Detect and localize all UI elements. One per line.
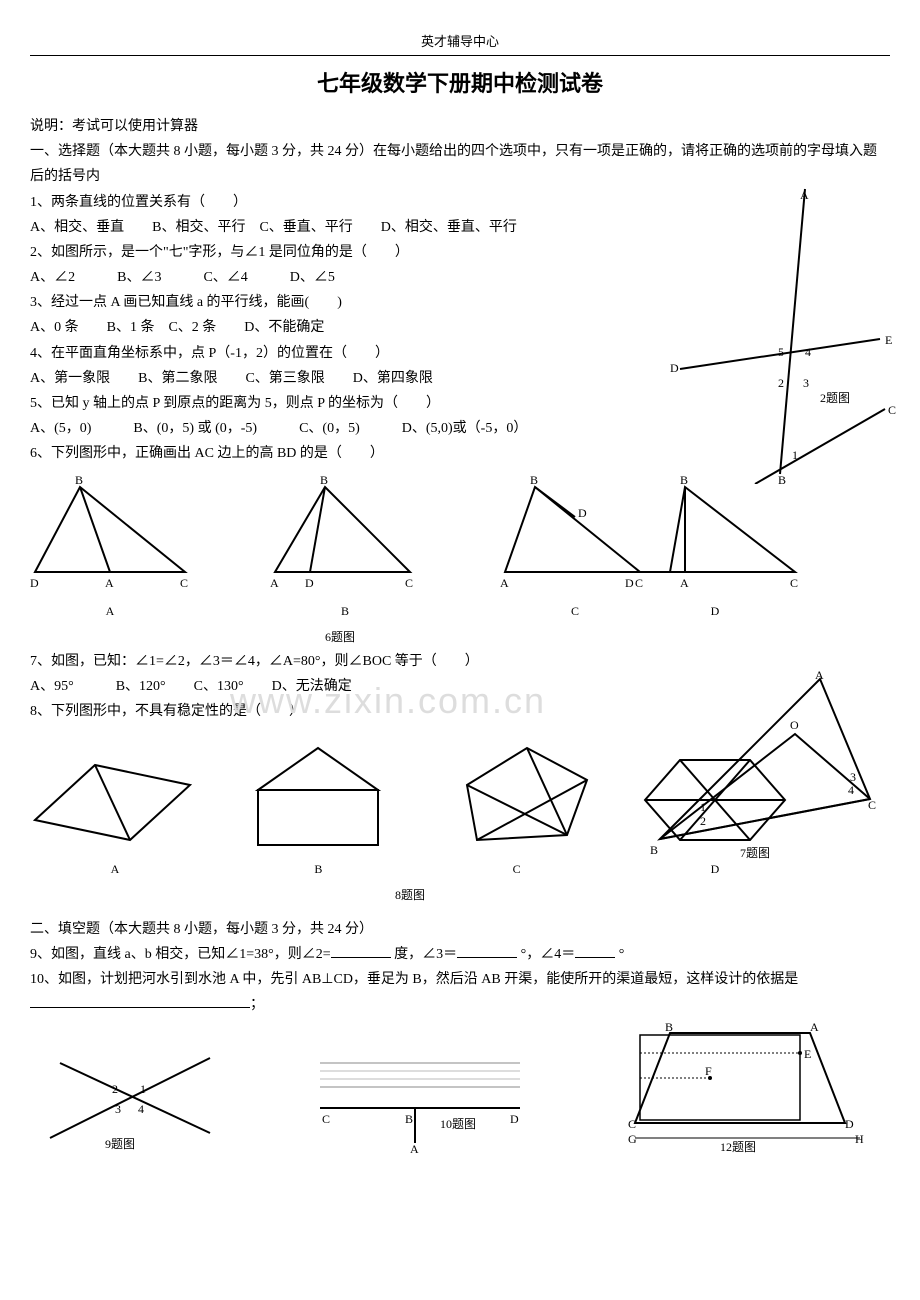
q7: 7、如图，已知：∠1=∠2，∠3＝∠4，∠A=80°，则∠BOC 等于（ ） bbox=[30, 649, 670, 674]
note: 说明：考试可以使用计算器 bbox=[30, 114, 670, 139]
svg-text:1: 1 bbox=[700, 800, 706, 814]
q6-caption: 6题图 bbox=[30, 627, 650, 649]
svg-text:G: G bbox=[628, 1132, 637, 1146]
svg-text:D: D bbox=[30, 576, 39, 590]
blank-q9-2 bbox=[457, 943, 517, 958]
q3: 3、经过一点 A 画已知直线 a 的平行线，能画( ) bbox=[30, 290, 670, 315]
content: www.zixin.com.cn 说明：考试可以使用计算器 一、选择题（本大题共… bbox=[30, 114, 890, 1162]
svg-text:A: A bbox=[500, 576, 509, 590]
svg-text:A: A bbox=[410, 1142, 419, 1153]
svg-text:C: C bbox=[322, 1112, 330, 1126]
svg-text:2: 2 bbox=[112, 1082, 118, 1096]
q9: 9、如图，直线 a、b 相交，已知∠1=38°，则∠2= 度，∠3＝ °，∠4＝… bbox=[30, 942, 890, 967]
svg-text:4: 4 bbox=[805, 345, 811, 359]
svg-text:3: 3 bbox=[850, 770, 856, 784]
svg-text:D: D bbox=[510, 1112, 519, 1126]
q1-opts: A、相交、垂直 B、相交、平行 C、垂直、平行 D、相交、垂直、平行 bbox=[30, 215, 670, 240]
svg-text:3: 3 bbox=[115, 1102, 121, 1116]
q10: 10、如图，计划把河水引到水池 A 中，先引 AB⊥CD，垂足为 B，然后沿 A… bbox=[30, 967, 890, 1017]
fig-q10: C B D A 10题图 bbox=[310, 1053, 530, 1162]
svg-text:2: 2 bbox=[700, 814, 706, 828]
blank-q9-3 bbox=[575, 943, 615, 958]
svg-text:B: B bbox=[405, 1112, 413, 1126]
svg-text:A: A bbox=[800, 188, 809, 202]
svg-text:B: B bbox=[680, 473, 688, 487]
q2-opts: A、∠2 B、∠3 C、∠4 D、∠5 bbox=[30, 265, 670, 290]
svg-text:A: A bbox=[270, 576, 279, 590]
svg-text:4: 4 bbox=[138, 1102, 144, 1116]
q8: 8、下列图形中，不具有稳定性的是（ ） bbox=[30, 699, 670, 724]
svg-text:B: B bbox=[665, 1023, 673, 1034]
q4: 4、在平面直角坐标系中，点 P（-1，2）的位置在（ ） bbox=[30, 341, 670, 366]
svg-text:D: D bbox=[305, 576, 314, 590]
svg-text:12题图: 12题图 bbox=[720, 1140, 756, 1153]
fig-q12: B A E F C D G H 12题图 bbox=[610, 1023, 870, 1162]
q6-fig-b: B A D C B bbox=[270, 472, 420, 623]
svg-text:B: B bbox=[320, 473, 328, 487]
fig-q9: 2 1 3 4 9题图 bbox=[30, 1043, 230, 1162]
svg-text:D: D bbox=[578, 506, 587, 520]
q1: 1、两条直线的位置关系有（ ） bbox=[30, 190, 670, 215]
svg-text:A: A bbox=[105, 576, 114, 590]
q7-opts: A、95° B、120° C、130° D、无法确定 bbox=[30, 674, 670, 699]
svg-text:F: F bbox=[705, 1064, 712, 1078]
page-header: 英才辅导中心 bbox=[30, 30, 890, 56]
svg-text:9题图: 9题图 bbox=[105, 1137, 135, 1151]
svg-text:C: C bbox=[790, 576, 798, 590]
svg-text:C: C bbox=[180, 576, 188, 590]
svg-text:1: 1 bbox=[792, 448, 798, 462]
q8-caption: 8题图 bbox=[30, 885, 790, 907]
blank-q10 bbox=[30, 993, 250, 1008]
fig-q7: A O B C 1 2 3 4 7题图 bbox=[650, 669, 880, 868]
q8-fig-b: B bbox=[243, 740, 393, 881]
svg-text:A: A bbox=[680, 576, 689, 590]
svg-text:D: D bbox=[625, 576, 634, 590]
svg-text:2: 2 bbox=[778, 376, 784, 390]
svg-text:C: C bbox=[868, 798, 876, 812]
svg-text:4: 4 bbox=[848, 783, 854, 797]
fig-q2: A E D C B 5 4 2 3 1 2题图 bbox=[670, 184, 900, 493]
q6-fig-d: B D A C D bbox=[625, 472, 805, 623]
svg-text:C: C bbox=[405, 576, 413, 590]
svg-text:B: B bbox=[530, 473, 538, 487]
svg-text:1: 1 bbox=[140, 1082, 146, 1096]
bottom-figures: 2 1 3 4 9题图 C B D A 10题图 bbox=[30, 1023, 870, 1162]
blank-q9-1 bbox=[331, 943, 391, 958]
q2-svg: A E D C B 5 4 2 3 1 2题图 bbox=[670, 184, 900, 484]
svg-text:A: A bbox=[815, 669, 824, 682]
svg-text:D: D bbox=[845, 1117, 854, 1131]
svg-text:C: C bbox=[628, 1117, 636, 1131]
svg-text:5: 5 bbox=[778, 345, 784, 359]
q5: 5、已知 y 轴上的点 P 到原点的距离为 5，则点 P 的坐标为（ ） bbox=[30, 391, 670, 416]
svg-text:D: D bbox=[670, 361, 679, 375]
q8-fig-a: A bbox=[30, 740, 200, 881]
q2: 2、如图所示，是一个"七"字形，与∠1 是同位角的是（ ） bbox=[30, 240, 670, 265]
q6-fig-a: B D A C A bbox=[30, 472, 190, 623]
exam-title: 七年级数学下册期中检测试卷 bbox=[30, 64, 890, 104]
svg-text:7题图: 7题图 bbox=[740, 846, 770, 859]
q8-fig-c: C bbox=[437, 740, 597, 881]
section2-intro: 二、填空题（本大题共 8 小题，每小题 3 分，共 24 分） bbox=[30, 917, 890, 942]
section1-intro: 一、选择题（本大题共 8 小题，每小题 3 分，共 24 分）在每小题给出的四个… bbox=[30, 139, 890, 189]
svg-text:10题图: 10题图 bbox=[440, 1117, 476, 1131]
svg-text:B: B bbox=[650, 843, 658, 857]
svg-text:H: H bbox=[855, 1132, 864, 1146]
svg-text:2题图: 2题图 bbox=[820, 391, 850, 405]
svg-text:3: 3 bbox=[803, 376, 809, 390]
svg-text:C: C bbox=[888, 403, 896, 417]
svg-text:O: O bbox=[790, 718, 799, 732]
q6-figures: B D A C A B A D C B B D A C C bbox=[30, 472, 650, 623]
svg-text:E: E bbox=[804, 1047, 811, 1061]
svg-text:E: E bbox=[885, 333, 892, 347]
svg-text:B: B bbox=[75, 473, 83, 487]
q3-opts: A、0 条 B、1 条 C、2 条 D、不能确定 bbox=[30, 315, 670, 340]
q4-opts: A、第一象限 B、第二象限 C、第三象限 D、第四象限 bbox=[30, 366, 670, 391]
svg-text:A: A bbox=[810, 1023, 819, 1034]
